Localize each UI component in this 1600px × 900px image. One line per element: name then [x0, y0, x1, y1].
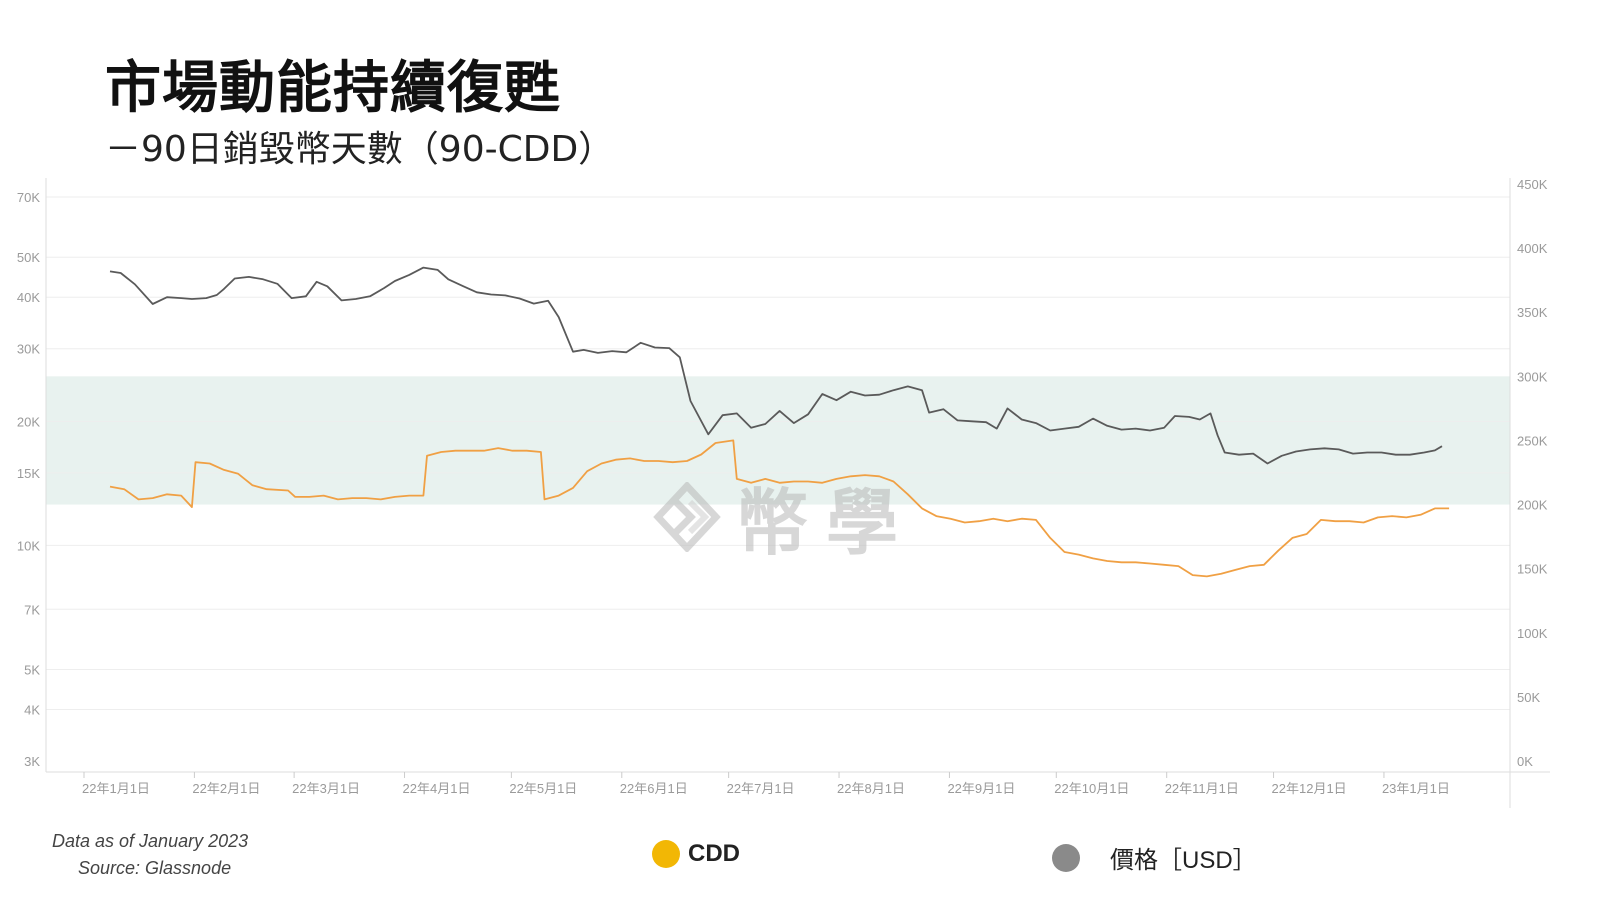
y-left-tick-label: 3K: [24, 754, 40, 769]
y-right-tick-label: 200K: [1517, 498, 1548, 513]
footnote: Data as of January 2023 Source: Glassnod…: [52, 828, 248, 882]
watermark: 幣學: [652, 464, 916, 569]
y-right-tick-label: 250K: [1517, 433, 1548, 448]
x-tick-label: 22年5月1日: [509, 781, 577, 796]
x-tick-label: 22年7月1日: [727, 781, 795, 796]
y-right-tick-label: 300K: [1517, 369, 1548, 384]
chart-title: 市場動能持續復甦: [105, 56, 561, 121]
x-tick-label: 22年11月1日: [1165, 781, 1239, 796]
price-series-line: [109, 266, 1443, 465]
x-tick-label: 22年2月1日: [192, 781, 260, 796]
legend-label-cdd: CDD: [688, 840, 740, 867]
x-tick-label: 23年1月1日: [1382, 781, 1450, 796]
y-left-tick-label: 7K: [24, 602, 40, 617]
source-note: Source: Glassnode: [78, 858, 232, 878]
chart-subtitle: －90日銷毀幣天數（90-CDD）: [105, 129, 615, 170]
y-right-tick-label: 350K: [1517, 305, 1548, 320]
y-left-tick-label: 4K: [24, 702, 40, 717]
y-right-tick-label: 450K: [1517, 177, 1548, 192]
y-left-tick-label: 15K: [17, 466, 40, 481]
y-right-tick-label: 0K: [1517, 754, 1533, 769]
y-left-tick-label: 5K: [24, 663, 40, 678]
cdd-series-line: [109, 439, 1450, 578]
y-left-tick-label: 70K: [17, 190, 40, 205]
y-left-tick-label: 30K: [17, 342, 40, 357]
y-right-tick-label: 400K: [1517, 241, 1548, 256]
y-right-tick-label: 150K: [1517, 562, 1548, 577]
y-left-tick-label: 20K: [17, 414, 40, 429]
data-date-note: Data as of January 2023: [52, 831, 249, 851]
y-left-tick-label: 50K: [17, 250, 40, 265]
watermark-text: 幣學: [736, 481, 917, 565]
axis-layer: 3K 4K 5K 7K 10K 15K 20K 30K 40K 50K 70K 0K 50K 100K 15…: [17, 177, 1550, 808]
x-tick-label: 22年6月1日: [620, 781, 688, 796]
legend-dot-price-icon: [1052, 843, 1080, 872]
x-tick-label: 22年3月1日: [292, 781, 360, 796]
grid-layer: [46, 196, 1510, 710]
x-tick-label: 22年8月1日: [837, 781, 905, 796]
y-left-tick-label: 10K: [17, 538, 40, 553]
legend-dot-cdd-icon: [652, 840, 680, 868]
y-right-tick-label: 50K: [1517, 690, 1540, 705]
x-tick-label: 22年10月1日: [1054, 781, 1129, 796]
x-tick-label: 22年9月1日: [947, 781, 1015, 796]
x-tick-label: 22年4月1日: [403, 781, 471, 796]
watermark-logo-icon: [653, 481, 721, 552]
series-layer: [109, 266, 1450, 578]
x-tick-label: 22年12月1日: [1272, 781, 1347, 796]
legend-item-cdd: CDD: [652, 840, 740, 868]
x-tick-label: 22年1月1日: [82, 781, 150, 796]
legend-item-price: 價格［USD］: [1052, 840, 1257, 875]
legend-label-price: 價格［USD］: [1110, 847, 1257, 874]
y-right-tick-label: 100K: [1517, 626, 1548, 641]
y-left-tick-label: 40K: [17, 290, 40, 305]
